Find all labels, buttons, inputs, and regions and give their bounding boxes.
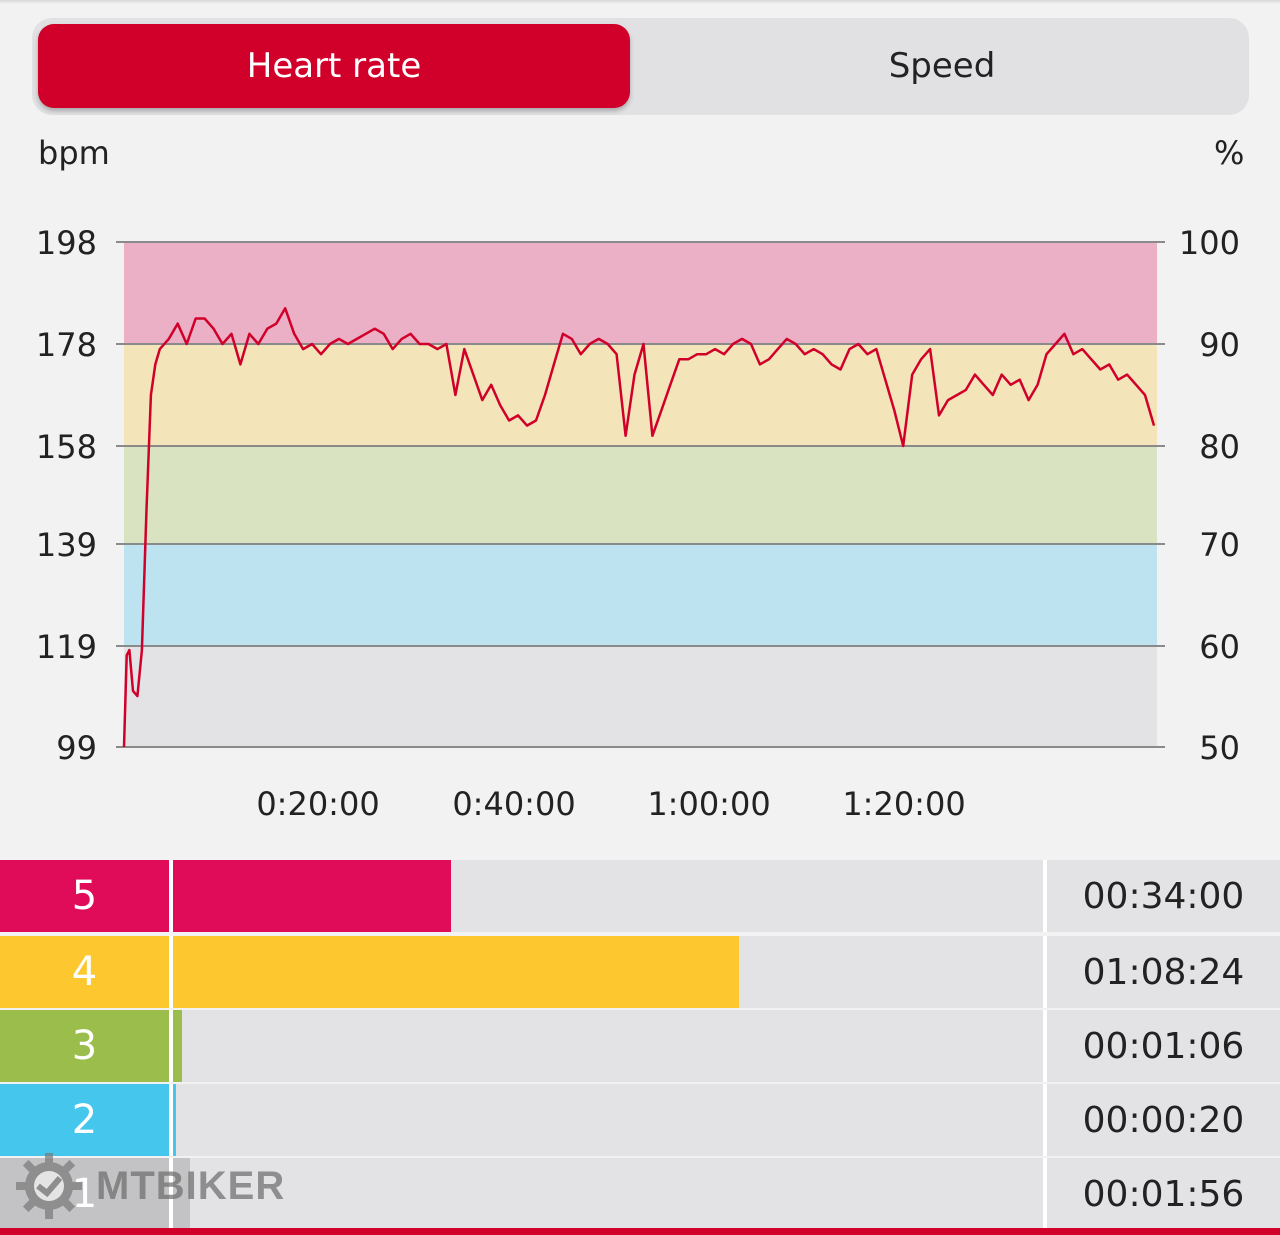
y-right-tick-label: 60 (1199, 628, 1240, 666)
zone-bar (173, 1158, 191, 1230)
zone-divider (169, 936, 173, 1008)
zone-divider (169, 1158, 173, 1230)
x-tick-label: 1:00:00 (647, 785, 770, 823)
y-left-tick-label: 139 (36, 526, 97, 564)
zone-row-2[interactable]: 2 00:00:20 (0, 1084, 1280, 1156)
y-left-tick-label: 99 (56, 729, 97, 767)
left-axis-unit: bpm (38, 134, 110, 172)
x-tick-label: 1:20:00 (842, 785, 965, 823)
watermark-text: MTBIKER (96, 1163, 286, 1208)
zone-row-4[interactable]: 4 01:08:24 (0, 936, 1280, 1008)
zone-separator (1043, 1158, 1047, 1230)
x-tick-label: 0:40:00 (452, 785, 575, 823)
y-left-tick-label: 178 (36, 326, 97, 364)
zone-bar (173, 936, 739, 1008)
heart-rate-series-line (122, 307, 1156, 748)
y-right-tick-label: 80 (1199, 428, 1240, 466)
zone-separator (1043, 936, 1047, 1008)
y-left-tick-label: 119 (36, 628, 97, 666)
zone-band (124, 544, 1157, 646)
zone-bar (173, 1010, 182, 1082)
zone-band (124, 242, 1157, 344)
heart-rate-zones: 5 00:34:00 4 01:08:24 3 00:01:06 2 00:00… (0, 858, 1280, 1230)
zone-separator (1043, 1010, 1047, 1082)
y-left-tick-label: 158 (36, 428, 97, 466)
zone-time: 00:01:56 (1082, 1173, 1245, 1215)
y-right-tick-label: 90 (1199, 326, 1240, 364)
zone-number: 5 (0, 860, 169, 932)
zone-row-3[interactable]: 3 00:01:06 (0, 1010, 1280, 1082)
zone-divider (169, 860, 173, 932)
zone-time: 00:01:06 (1082, 1025, 1245, 1067)
zone-band (124, 344, 1157, 446)
y-left-tick-label: 198 (36, 224, 97, 262)
top-shadow (0, 0, 1280, 4)
zone-time: 00:00:20 (1082, 1099, 1245, 1141)
bottom-accent-line (0, 1228, 1280, 1235)
zone-time: 01:08:24 (1082, 951, 1245, 993)
tab-heart-rate[interactable]: Heart rate (38, 24, 630, 108)
zone-number: 3 (0, 1010, 169, 1082)
y-right-tick-label: 50 (1199, 729, 1240, 767)
zone-number: 4 (0, 936, 169, 1008)
gear-icon (16, 1153, 82, 1219)
zone-divider (169, 1084, 173, 1156)
zone-separator (1043, 1084, 1047, 1156)
zone-bar (173, 860, 452, 932)
tab-bar: Heart rate Speed (32, 18, 1249, 115)
heart-rate-chart: 198 100 178 90 158 80 139 70 119 60 99 50 0:20:00 0:4… (36, 224, 1240, 823)
zone-row-1[interactable]: 1 00:01:56 (0, 1158, 1280, 1230)
x-tick-label: 0:20:00 (256, 785, 379, 823)
y-right-tick-label: 100 (1179, 224, 1240, 262)
zone-separator (1043, 860, 1047, 932)
zone-time: 00:34:00 (1082, 875, 1245, 917)
zone-divider (169, 1010, 173, 1082)
zone-row-5[interactable]: 5 00:34:00 (0, 860, 1280, 932)
tab-speed[interactable]: Speed (888, 46, 996, 86)
right-axis-unit: % (1214, 134, 1245, 172)
zone-band (124, 446, 1157, 544)
zone-band (124, 646, 1157, 747)
zone-bar (173, 1084, 177, 1156)
watermark: MTBIKER (14, 1148, 285, 1224)
zone-number: 2 (0, 1084, 169, 1156)
y-right-tick-label: 70 (1199, 526, 1240, 564)
